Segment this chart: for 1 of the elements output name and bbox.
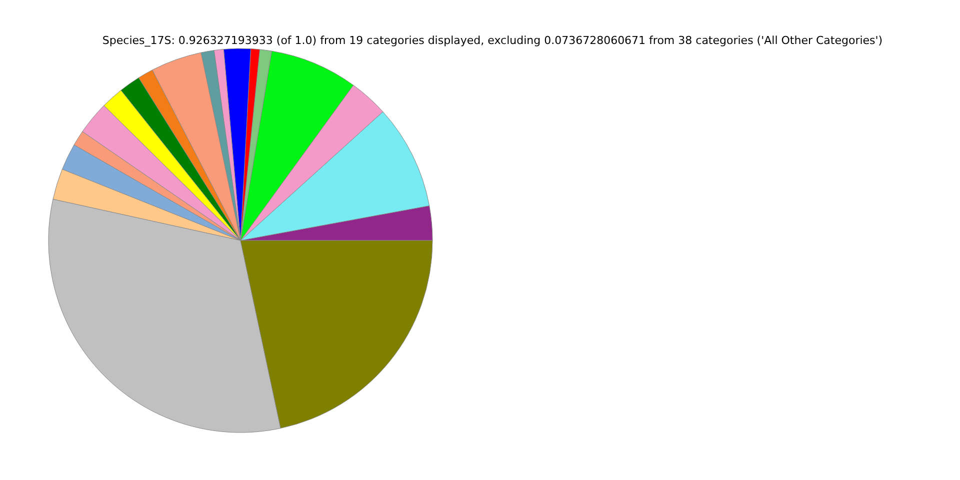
text: Species_17S: 0.926327193933 (of 1.0) from 19 categories displayed, excluding 0.0736728060671 from 38 categories ('All Other Categories') (102, 34, 883, 47)
